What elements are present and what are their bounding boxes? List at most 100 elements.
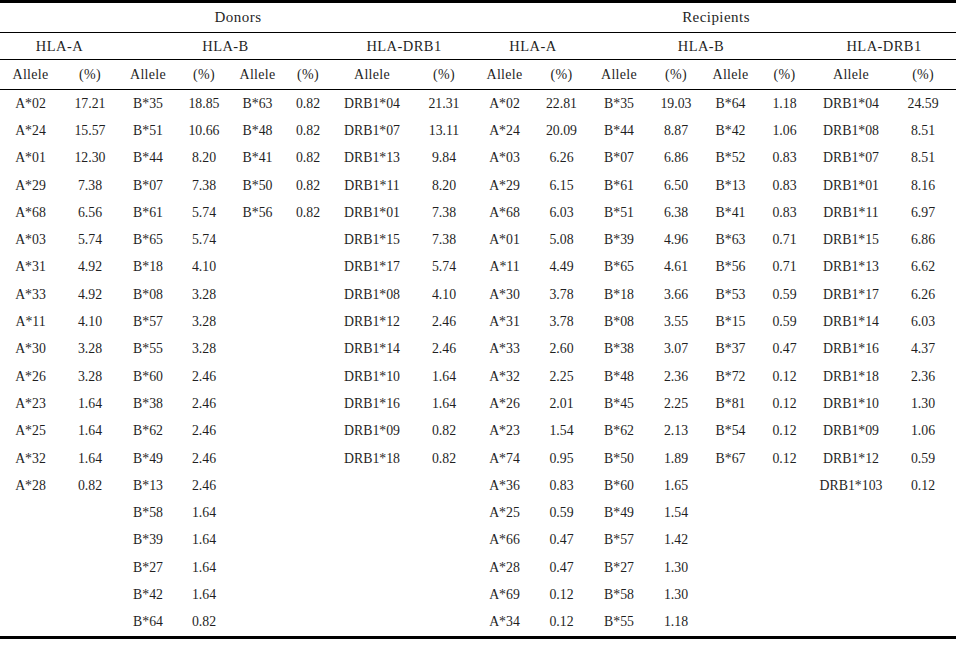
allele-cell: B*53	[704, 281, 757, 308]
percent-cell: 2.25	[533, 363, 590, 390]
allele-cell: A*11	[0, 308, 61, 335]
allele-cell: B*58	[119, 499, 177, 526]
allele-cell: B*51	[590, 199, 648, 226]
percent-cell: 3.78	[533, 281, 590, 308]
percent-column-header: (%)	[890, 60, 956, 90]
percent-cell: 9.84	[412, 145, 476, 172]
percent-cell: 13.11	[412, 117, 476, 144]
allele-cell	[704, 499, 757, 526]
table-row: A*303.28B*553.28DRB1*142.46A*332.60B*383…	[0, 336, 956, 363]
percent-cell	[757, 499, 812, 526]
table-row: A*334.92B*083.28DRB1*084.10A*303.78B*183…	[0, 281, 956, 308]
allele-cell	[231, 581, 284, 608]
percent-cell: 1.30	[648, 581, 704, 608]
percent-cell: 6.15	[533, 172, 590, 199]
allele-cell: A*33	[476, 336, 533, 363]
percent-cell: 0.71	[757, 226, 812, 253]
percent-cell: 0.47	[757, 336, 812, 363]
locus-header-recipients-hla-drb1: HLA-DRB1	[812, 33, 956, 60]
allele-cell	[704, 472, 757, 499]
allele-cell	[332, 499, 412, 526]
allele-cell: B*38	[119, 390, 177, 417]
allele-cell	[812, 554, 890, 581]
table-row: A*0217.21B*3518.85B*630.82DRB1*0421.31A*…	[0, 90, 956, 118]
percent-cell: 0.95	[533, 445, 590, 472]
percent-cell: 0.82	[284, 172, 332, 199]
percent-cell: 1.30	[890, 390, 956, 417]
percent-cell: 0.12	[890, 472, 956, 499]
percent-cell	[412, 472, 476, 499]
allele-cell: B*18	[119, 254, 177, 281]
allele-cell: A*01	[0, 145, 61, 172]
allele-cell: B*44	[590, 117, 648, 144]
percent-cell	[284, 254, 332, 281]
percent-cell: 3.55	[648, 308, 704, 335]
table-row: A*280.82B*132.46A*360.83B*601.65DRB1*103…	[0, 472, 956, 499]
percent-cell: 4.10	[61, 308, 119, 335]
allele-cell: B*44	[119, 145, 177, 172]
allele-cell: B*41	[231, 145, 284, 172]
allele-column-header: Allele	[332, 60, 412, 90]
percent-cell: 2.25	[648, 390, 704, 417]
allele-cell	[812, 527, 890, 554]
percent-cell: 2.46	[177, 363, 231, 390]
percent-column-header: (%)	[648, 60, 704, 90]
percent-cell	[61, 527, 119, 554]
percent-cell: 6.03	[890, 308, 956, 335]
allele-cell: DRB1*15	[812, 226, 890, 253]
allele-cell: DRB1*09	[332, 418, 412, 445]
percent-cell: 7.38	[177, 172, 231, 199]
percent-cell: 0.82	[284, 145, 332, 172]
percent-cell	[284, 472, 332, 499]
allele-cell: B*67	[704, 445, 757, 472]
allele-cell: B*63	[704, 226, 757, 253]
allele-cell: B*65	[119, 226, 177, 253]
percent-cell: 1.64	[177, 527, 231, 554]
percent-cell: 3.28	[177, 308, 231, 335]
percent-cell	[284, 226, 332, 253]
percent-cell	[284, 390, 332, 417]
allele-cell	[231, 254, 284, 281]
allele-cell: B*81	[704, 390, 757, 417]
allele-cell: DRB1*10	[812, 390, 890, 417]
percent-cell: 0.12	[533, 609, 590, 638]
allele-cell	[231, 363, 284, 390]
allele-cell: A*31	[476, 308, 533, 335]
allele-cell: B*39	[590, 226, 648, 253]
allele-cell: DRB1*07	[812, 145, 890, 172]
percent-cell: 21.31	[412, 90, 476, 118]
allele-cell: B*35	[119, 90, 177, 118]
percent-cell: 1.42	[648, 527, 704, 554]
percent-cell	[284, 363, 332, 390]
allele-cell: A*32	[476, 363, 533, 390]
table-row: A*686.56B*615.74B*560.82DRB1*017.38A*686…	[0, 199, 956, 226]
percent-cell: 20.09	[533, 117, 590, 144]
allele-cell: B*38	[590, 336, 648, 363]
percent-cell: 5.74	[412, 254, 476, 281]
percent-cell: 0.12	[757, 390, 812, 417]
allele-column-header: Allele	[812, 60, 890, 90]
percent-cell: 3.28	[61, 336, 119, 363]
allele-cell: B*07	[119, 172, 177, 199]
allele-cell: A*02	[476, 90, 533, 118]
allele-cell: B*62	[119, 418, 177, 445]
percent-cell: 18.85	[177, 90, 231, 118]
allele-cell	[231, 554, 284, 581]
percent-cell	[412, 581, 476, 608]
percent-cell: 4.49	[533, 254, 590, 281]
percent-cell: 1.64	[61, 390, 119, 417]
table-row: A*114.10B*573.28DRB1*122.46A*313.78B*083…	[0, 308, 956, 335]
allele-cell: A*01	[476, 226, 533, 253]
percent-cell	[412, 527, 476, 554]
allele-cell: DRB1*08	[812, 117, 890, 144]
percent-cell: 0.59	[533, 499, 590, 526]
percent-cell: 0.82	[284, 199, 332, 226]
percent-cell: 6.86	[890, 226, 956, 253]
percent-cell: 2.46	[412, 336, 476, 363]
locus-header-donors-hla-drb1: HLA-DRB1	[332, 33, 476, 60]
percent-cell	[284, 527, 332, 554]
percent-cell: 1.06	[890, 418, 956, 445]
allele-cell: DRB1*18	[812, 363, 890, 390]
percent-cell: 1.18	[648, 609, 704, 638]
allele-cell: DRB1*11	[332, 172, 412, 199]
